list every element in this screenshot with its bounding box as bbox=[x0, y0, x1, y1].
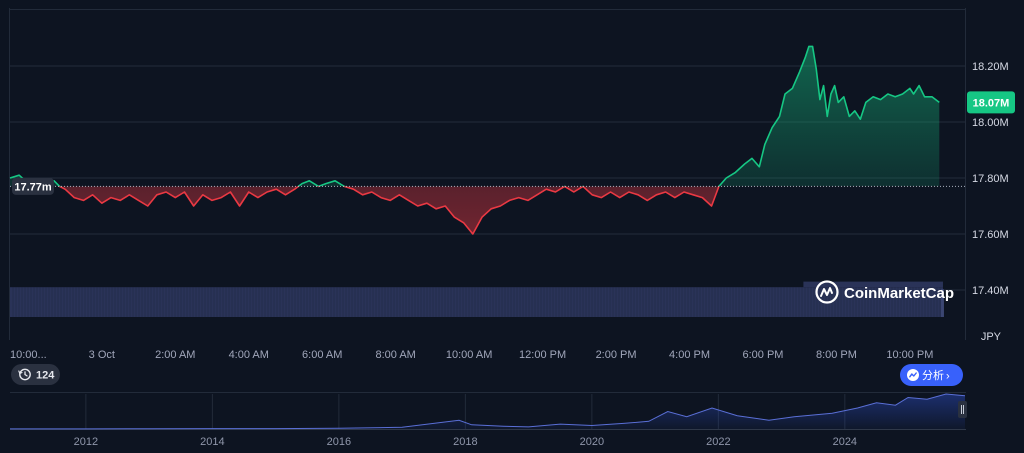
volume-block-peak bbox=[803, 281, 943, 288]
navigator-area bbox=[9, 393, 966, 430]
baseline-label-text: 17.77m bbox=[14, 181, 52, 193]
current-price-badge: 18.07M bbox=[967, 91, 1015, 114]
chevron-right-icon: › bbox=[946, 371, 950, 383]
x-tick-label: 4:00 AM bbox=[229, 349, 269, 361]
navigator-year-label: 2020 bbox=[580, 436, 604, 448]
currency-label: JPY bbox=[981, 331, 1002, 343]
navigator-year-label: 2024 bbox=[833, 436, 857, 448]
x-tick-label: 6:00 PM bbox=[742, 349, 783, 361]
coinmarketcap-watermark: CoinMarketCap bbox=[815, 280, 954, 304]
navigator-year-label: 2014 bbox=[200, 436, 224, 448]
x-axis: 10:00... 3 Oct 2:00 AM 4:00 AM 6:00 AM 8:00 A… bbox=[10, 349, 933, 361]
navigator-line bbox=[9, 393, 966, 430]
analyze-button-bg[interactable] bbox=[900, 364, 963, 386]
navigator-area-fill bbox=[10, 394, 965, 429]
y-tick-label: 18.00M bbox=[972, 117, 1009, 129]
analyze-icon bbox=[907, 369, 919, 381]
x-tick-label: 3 Oct bbox=[89, 349, 115, 361]
price-area-up bbox=[10, 46, 940, 187]
baseline-label: 17.77m bbox=[12, 177, 54, 195]
volume-bar-latest bbox=[940, 289, 944, 317]
current-price-badge-text: 18.07M bbox=[973, 97, 1010, 109]
navigator-handle-bg[interactable] bbox=[958, 401, 967, 418]
navigator[interactable]: 2012 2014 2016 2018 2020 2022 2024 bbox=[9, 392, 967, 449]
x-tick-label: 10:00 PM bbox=[886, 349, 933, 361]
history-clock-icon bbox=[18, 368, 31, 381]
x-tick-label: 8:00 AM bbox=[375, 349, 415, 361]
navigator-year-label: 2018 bbox=[453, 436, 477, 448]
x-tick-label: 12:00 PM bbox=[519, 349, 566, 361]
y-tick-label: 17.40M bbox=[972, 285, 1009, 297]
y-tick-label: 18.20M bbox=[972, 61, 1009, 73]
y-axis: 18.20M 18.00M 17.80M 17.60M 17.40M bbox=[972, 61, 1009, 297]
x-tick-label: 2:00 PM bbox=[596, 349, 637, 361]
price-line-up bbox=[9, 45, 940, 187]
history-count-text: 124 bbox=[36, 370, 55, 382]
volume-block bbox=[10, 287, 943, 317]
baseline-label-bg bbox=[12, 177, 54, 195]
price-line bbox=[9, 45, 940, 235]
y-tick-label: 17.80M bbox=[972, 173, 1009, 185]
price-area bbox=[10, 46, 940, 234]
x-tick-label: 4:00 PM bbox=[669, 349, 710, 361]
x-tick-label: 8:00 PM bbox=[816, 349, 857, 361]
navigator-x-axis: 2012 2014 2016 2018 2020 2022 2024 bbox=[74, 436, 857, 448]
analyze-label: 分析 bbox=[922, 368, 944, 382]
history-count-button[interactable]: 124 bbox=[11, 364, 60, 385]
coinmarketcap-wordmark: CoinMarketCap bbox=[844, 285, 954, 302]
x-tick-label: 10:00... bbox=[10, 349, 47, 361]
x-tick-label: 6:00 AM bbox=[302, 349, 342, 361]
coinmarketcap-logo-icon bbox=[815, 280, 839, 304]
navigator-year-label: 2022 bbox=[706, 436, 730, 448]
price-area-down bbox=[10, 186, 940, 234]
volume-bars bbox=[10, 281, 944, 317]
x-tick-label: 10:00 AM bbox=[446, 349, 492, 361]
analyze-button[interactable]: 分析 › bbox=[900, 364, 963, 386]
current-price-badge-bg bbox=[967, 91, 1015, 114]
y-tick-label: 17.60M bbox=[972, 229, 1009, 241]
navigator-year-label: 2016 bbox=[327, 436, 351, 448]
x-tick-label: 2:00 AM bbox=[155, 349, 195, 361]
navigator-handle[interactable] bbox=[958, 401, 967, 418]
navigator-year-label: 2012 bbox=[74, 436, 98, 448]
price-line-down bbox=[34, 186, 720, 235]
